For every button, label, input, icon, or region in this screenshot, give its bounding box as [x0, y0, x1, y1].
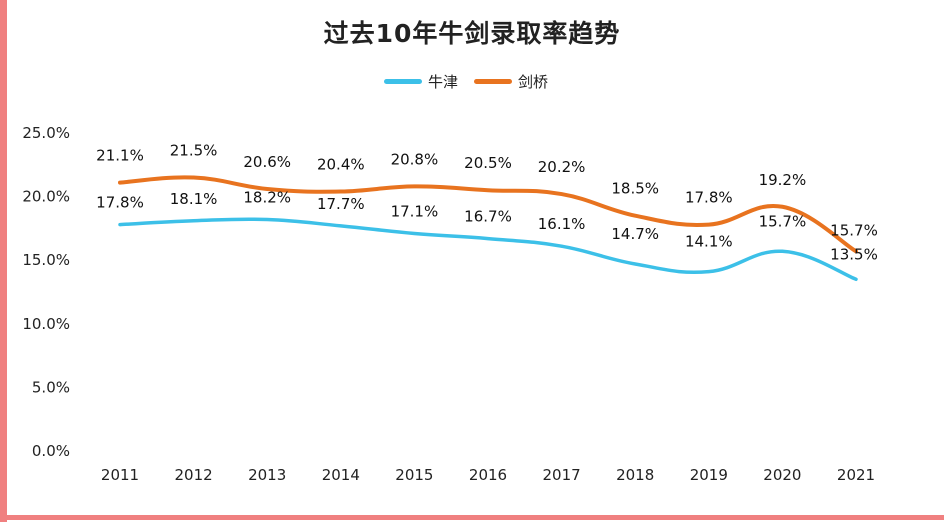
data-label-oxford: 17.8% [96, 194, 144, 212]
data-point-cambridge [118, 181, 122, 185]
y-tick-label: 10.0% [22, 315, 70, 333]
data-point-cambridge [412, 184, 416, 188]
data-point-oxford [707, 270, 711, 274]
data-label-oxford: 18.2% [243, 188, 291, 206]
legend-item-cambridge: 剑桥 [474, 70, 548, 92]
data-point-cambridge [707, 223, 711, 227]
data-label-cambridge: 17.8% [685, 189, 733, 207]
data-point-oxford [780, 249, 784, 253]
x-tick-label: 2014 [322, 466, 360, 484]
legend-swatch-oxford [384, 78, 422, 84]
series-line-oxford [118, 217, 858, 282]
legend-swatch-cambridge [474, 78, 512, 84]
data-label-oxford: 16.1% [538, 215, 586, 233]
data-point-cambridge [486, 188, 490, 192]
y-tick-label: 20.0% [22, 188, 70, 206]
data-point-cambridge [339, 190, 343, 194]
data-label-oxford: 15.7% [759, 212, 807, 230]
x-tick-label: 2012 [175, 466, 213, 484]
data-label-cambridge: 15.7% [830, 221, 878, 239]
data-point-cambridge [780, 205, 784, 209]
data-label-oxford: 14.7% [611, 225, 659, 243]
bottom-accent-border [0, 515, 944, 520]
legend-label-cambridge: 剑桥 [518, 72, 549, 91]
chart-title: 过去10年牛剑录取率趋势 [323, 19, 621, 48]
left-accent-border [0, 0, 7, 522]
data-label-cambridge: 21.5% [170, 142, 218, 160]
legend: 牛津 剑桥 [360, 70, 620, 92]
data-point-oxford [118, 223, 122, 227]
y-tick-label: 0.0% [32, 442, 70, 460]
x-tick-label: 2021 [837, 466, 875, 484]
data-label-cambridge: 20.6% [243, 153, 291, 171]
x-tick-label: 2013 [248, 466, 286, 484]
data-point-cambridge [854, 249, 858, 253]
data-point-cambridge [265, 187, 269, 191]
data-point-cambridge [560, 192, 564, 196]
data-label-oxford: 17.1% [391, 202, 439, 220]
data-label-oxford: 17.7% [317, 195, 365, 213]
data-point-oxford [339, 224, 343, 228]
x-tick-label: 2016 [469, 466, 507, 484]
y-tick-label: 25.0% [22, 124, 70, 142]
data-label-oxford: 16.7% [464, 208, 512, 226]
data-label-cambridge: 20.8% [391, 150, 439, 168]
data-label-oxford: 18.1% [170, 190, 218, 208]
data-label-cambridge: 21.1% [96, 147, 144, 165]
x-tick-label: 2015 [395, 466, 433, 484]
data-point-oxford [265, 217, 269, 221]
legend-label-oxford: 牛津 [428, 72, 459, 91]
x-tick-label: 2018 [616, 466, 654, 484]
x-tick-label: 2019 [690, 466, 728, 484]
data-point-oxford [633, 262, 637, 266]
data-label-cambridge: 20.4% [317, 156, 365, 174]
data-point-cambridge [192, 176, 196, 180]
data-label-cambridge: 20.5% [464, 154, 512, 172]
data-point-oxford [486, 237, 490, 241]
x-tick-label: 2011 [101, 466, 139, 484]
x-tick-label: 2020 [763, 466, 801, 484]
data-point-oxford [192, 219, 196, 223]
data-point-oxford [560, 244, 564, 248]
y-tick-label: 15.0% [22, 251, 70, 269]
data-point-oxford [412, 231, 416, 235]
data-label-cambridge: 20.2% [538, 158, 586, 176]
x-tick-label: 2017 [543, 466, 581, 484]
data-label-cambridge: 19.2% [759, 171, 807, 189]
data-point-cambridge [633, 214, 637, 218]
data-label-oxford: 13.5% [830, 245, 878, 263]
data-point-oxford [854, 277, 858, 281]
data-label-cambridge: 18.5% [611, 180, 659, 198]
data-label-oxford: 14.1% [685, 233, 733, 251]
legend-item-oxford: 牛津 [384, 70, 458, 92]
y-tick-label: 5.0% [32, 378, 70, 396]
